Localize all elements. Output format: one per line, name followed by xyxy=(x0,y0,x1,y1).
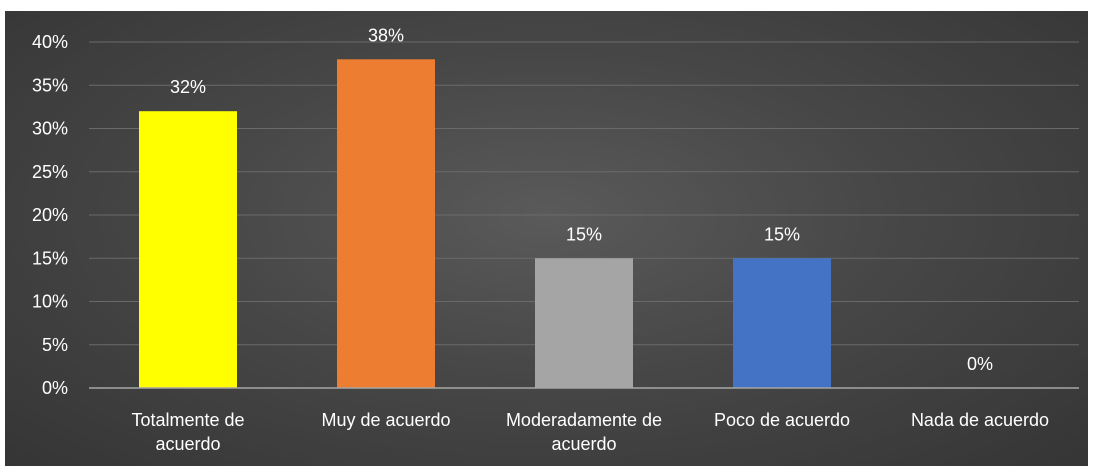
category-label-line: Poco de acuerdo xyxy=(714,410,850,430)
y-tick-label: 5% xyxy=(42,335,68,355)
data-labels: 32% 38% 15% 15% 0% xyxy=(170,25,993,374)
category-label: Poco de acuerdo xyxy=(714,410,850,430)
data-label: 15% xyxy=(566,224,602,244)
y-axis: 0% 5% 10% 15% 20% 25% 30% 35% 40% xyxy=(32,32,68,398)
bar-chart: 32% 38% 15% 15% 0% 0% 5% 10% 15% 20% 25% 30% 35% 40%… xyxy=(32,25,1079,454)
category-label-line: Totalmente de xyxy=(131,410,244,430)
data-label: 32% xyxy=(170,77,206,97)
data-label: 15% xyxy=(764,224,800,244)
category-label: Muy de acuerdo xyxy=(321,410,450,430)
bar xyxy=(139,111,237,388)
category-label: Totalmente de acuerdo xyxy=(131,410,244,454)
category-label-line: acuerdo xyxy=(551,434,616,454)
category-label-line: Muy de acuerdo xyxy=(321,410,450,430)
data-label: 0% xyxy=(967,354,993,374)
bar xyxy=(535,258,633,388)
y-tick-label: 25% xyxy=(32,162,68,182)
category-label-line: acuerdo xyxy=(155,434,220,454)
chart-area: 32% 38% 15% 15% 0% 0% 5% 10% 15% 20% 25% 30% 35% 40%… xyxy=(5,11,1088,466)
bar xyxy=(733,258,831,388)
category-label: Moderadamente de acuerdo xyxy=(506,410,662,454)
y-tick-label: 40% xyxy=(32,32,68,52)
y-tick-label: 0% xyxy=(42,378,68,398)
bars xyxy=(139,59,831,389)
y-tick-label: 35% xyxy=(32,75,68,95)
data-label: 38% xyxy=(368,25,404,45)
category-label-line: Moderadamente de xyxy=(506,410,662,430)
y-tick-label: 15% xyxy=(32,248,68,268)
category-label: Nada de acuerdo xyxy=(911,410,1049,430)
y-tick-label: 20% xyxy=(32,205,68,225)
y-tick-label: 10% xyxy=(32,292,68,312)
category-label-line: Nada de acuerdo xyxy=(911,410,1049,430)
y-tick-label: 30% xyxy=(32,119,68,139)
bar xyxy=(337,59,435,389)
x-axis: Totalmente de acuerdo Muy de acuerdo Modera… xyxy=(89,387,1079,454)
